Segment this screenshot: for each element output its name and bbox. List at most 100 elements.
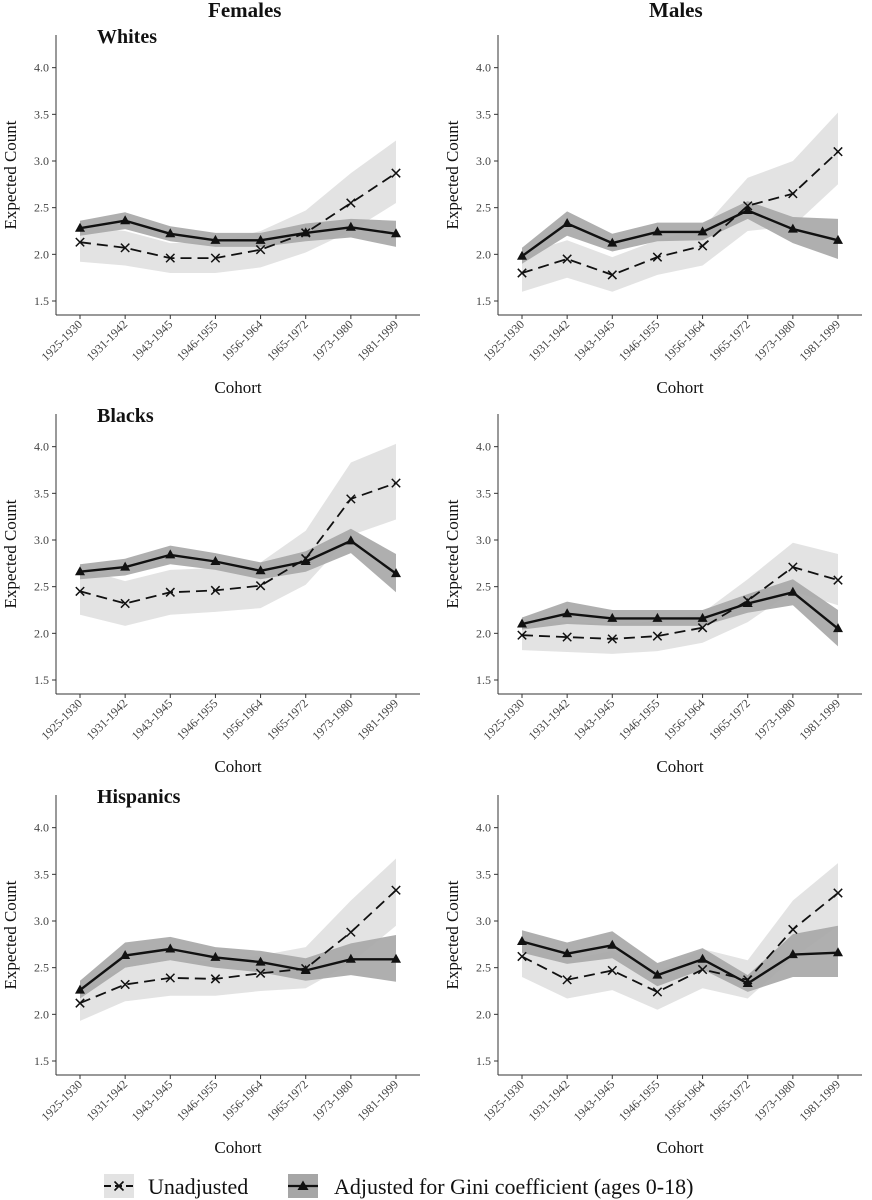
x-tick-label: 1943-1945 bbox=[571, 317, 618, 364]
point-adjusted bbox=[300, 964, 311, 974]
point-unadjusted bbox=[391, 478, 401, 488]
point-adjusted bbox=[75, 566, 85, 576]
point-unadjusted bbox=[517, 951, 527, 962]
y-tick-label: 2.5 bbox=[34, 201, 49, 215]
series-line-adjusted bbox=[79, 539, 397, 575]
point-adjusted bbox=[255, 956, 266, 966]
series-line-unadjusted bbox=[521, 892, 839, 993]
x-tick-label: 1965-1972 bbox=[706, 696, 753, 743]
panel-blacks-females: 1.5 2.0 2.5 3.0 3.5 4.0 1925-19301931-19421943… bbox=[1, 405, 420, 776]
x-tick-label: 1973-1980 bbox=[751, 696, 798, 743]
point-adjusted bbox=[607, 612, 618, 622]
point-unadjusted bbox=[562, 975, 572, 985]
x-tick-label: 1981-1999 bbox=[796, 1077, 843, 1124]
point-adjusted bbox=[833, 623, 843, 633]
x-tick-label: 1925-1930 bbox=[480, 696, 527, 743]
point-adjusted bbox=[300, 555, 311, 565]
y-tick-label: 3.5 bbox=[34, 107, 49, 121]
point-adjusted bbox=[75, 984, 85, 994]
y-tick-label: 2.5 bbox=[476, 201, 491, 215]
y-tick-label: 3.5 bbox=[476, 867, 491, 881]
panel-title: Whites bbox=[97, 26, 157, 48]
column-title-females: Females bbox=[208, 0, 282, 22]
ci-band-unadjusted bbox=[522, 542, 838, 654]
point-unadjusted bbox=[165, 587, 176, 597]
series-line-unadjusted bbox=[521, 151, 839, 276]
y-tick-label: 4.0 bbox=[34, 440, 49, 454]
point-adjusted bbox=[742, 597, 753, 607]
point-adjusted bbox=[697, 226, 708, 236]
x-tick-label: 1931-1942 bbox=[526, 696, 573, 743]
point-unadjusted bbox=[697, 964, 708, 975]
point-adjusted bbox=[652, 226, 663, 236]
point-unadjusted bbox=[517, 630, 527, 640]
point-unadjusted bbox=[391, 885, 401, 895]
point-adjusted bbox=[652, 612, 663, 622]
y-tick-label: 3.5 bbox=[476, 107, 491, 121]
ci-band-unadjusted bbox=[80, 443, 396, 626]
y-tick-label: 3.0 bbox=[476, 914, 491, 928]
y-tick-label: 3.5 bbox=[34, 486, 49, 500]
point-unadjusted bbox=[652, 987, 663, 997]
x-tick-label: 1965-1972 bbox=[706, 1077, 753, 1124]
y-tick-label: 2.5 bbox=[476, 961, 491, 975]
y-tick-label: 3.0 bbox=[476, 154, 491, 168]
point-adjusted bbox=[391, 953, 401, 963]
x-tick-label: 1965-1972 bbox=[264, 317, 311, 364]
y-tick-label: 1.5 bbox=[34, 673, 49, 687]
ci-band-adjusted bbox=[522, 579, 838, 647]
y-tick-label: 2.0 bbox=[34, 626, 49, 640]
point-adjusted bbox=[345, 535, 356, 545]
x-tick-label: 1956-1964 bbox=[219, 1077, 266, 1124]
point-adjusted bbox=[697, 612, 708, 622]
x-tick-label: 1956-1964 bbox=[661, 1077, 708, 1124]
point-unadjusted bbox=[346, 494, 356, 504]
y-tick-label: 2.5 bbox=[34, 580, 49, 594]
point-adjusted bbox=[787, 223, 798, 233]
point-adjusted bbox=[165, 549, 176, 559]
panel-title: Hispanics bbox=[97, 786, 181, 808]
y-tick-label: 2.0 bbox=[476, 247, 491, 261]
point-adjusted bbox=[75, 222, 85, 232]
point-adjusted bbox=[165, 228, 176, 238]
point-adjusted bbox=[607, 237, 618, 247]
x-tick-label: 1931-1942 bbox=[526, 1077, 573, 1124]
point-unadjusted bbox=[788, 924, 798, 935]
panel-whites-males: 1.5 2.0 2.5 3.0 3.5 4.0 1925-19301931-19421943… bbox=[443, 35, 862, 397]
point-unadjusted bbox=[255, 581, 266, 591]
point-adjusted bbox=[391, 568, 401, 578]
point-adjusted bbox=[562, 218, 573, 228]
point-adjusted bbox=[517, 936, 527, 946]
y-tick-label: 1.5 bbox=[476, 294, 491, 308]
y-tick-label: 2.0 bbox=[34, 247, 49, 261]
x-tick-label: 1943-1945 bbox=[571, 696, 618, 743]
y-tick-label: 4.0 bbox=[476, 821, 491, 835]
point-unadjusted bbox=[697, 623, 708, 633]
point-unadjusted bbox=[120, 598, 130, 609]
series-line-adjusted bbox=[79, 947, 396, 992]
x-tick-label: 1981-1999 bbox=[354, 1077, 401, 1124]
point-unadjusted bbox=[697, 241, 708, 251]
point-unadjusted bbox=[210, 253, 221, 263]
y-tick-label: 2.0 bbox=[476, 626, 491, 640]
x-axis-label: Cohort bbox=[656, 1138, 704, 1157]
legend-unadjusted-label: Unadjusted bbox=[148, 1174, 248, 1199]
point-adjusted bbox=[833, 234, 843, 244]
y-tick-label: 4.0 bbox=[34, 61, 49, 75]
point-adjusted bbox=[165, 943, 176, 953]
x-axis-label: Cohort bbox=[214, 757, 262, 776]
point-adjusted bbox=[345, 221, 356, 231]
panel-blacks-males: 1.5 2.0 2.5 3.0 3.5 4.0 1925-19301931-19421943… bbox=[443, 414, 862, 776]
point-unadjusted bbox=[255, 968, 266, 978]
x-tick-label: 1965-1972 bbox=[264, 696, 311, 743]
x-tick-label: 1946-1955 bbox=[174, 317, 221, 364]
point-unadjusted bbox=[562, 632, 572, 642]
point-unadjusted bbox=[210, 974, 221, 984]
series-line-adjusted bbox=[521, 591, 839, 630]
point-adjusted bbox=[120, 215, 131, 225]
y-tick-label: 3.5 bbox=[34, 867, 49, 881]
x-tick-label: 1931-1942 bbox=[84, 317, 131, 364]
series-line-adjusted bbox=[79, 219, 397, 242]
panel-whites-females: 1.5 2.0 2.5 3.0 3.5 4.0 1925-19301931-19421943… bbox=[1, 26, 420, 397]
